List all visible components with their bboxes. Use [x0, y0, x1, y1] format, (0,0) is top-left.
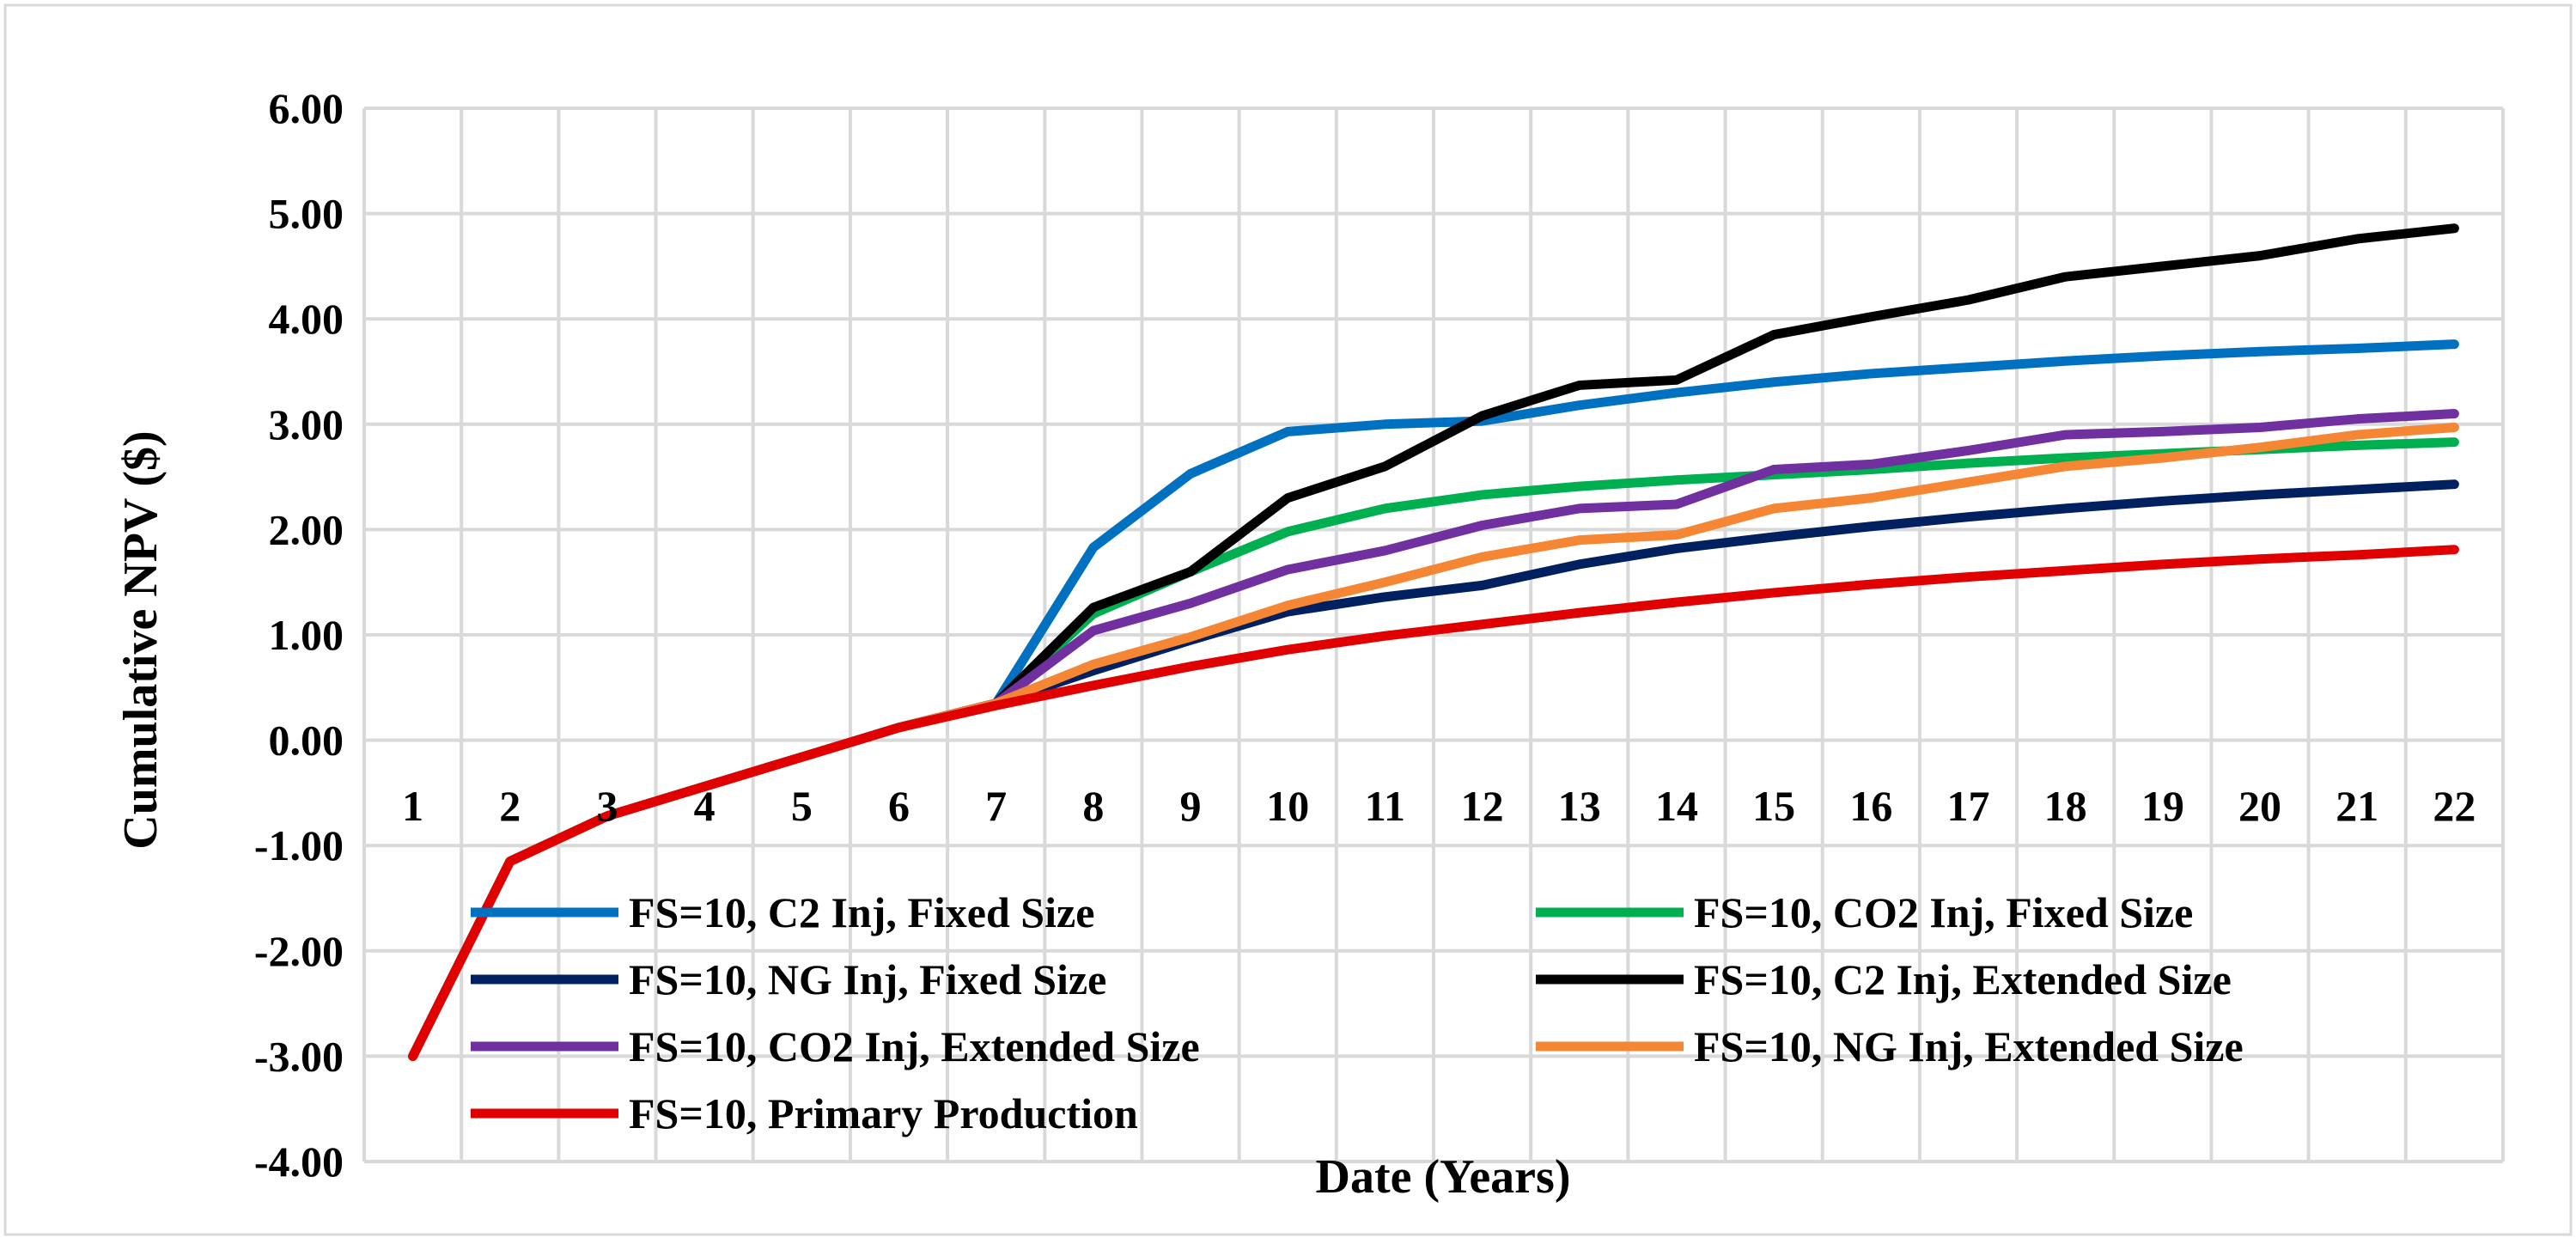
x-tick-label: 22	[2433, 782, 2476, 830]
legend-label: FS=10, Primary Production	[629, 1089, 1138, 1137]
x-axis-title: Date (Years)	[1316, 1150, 1571, 1204]
chart-border	[3, 3, 2573, 1236]
y-tick-labels: 6.00 5.00 4.00 3.00 2.00 1.00 0.00 -1.00 -2.00 -3…	[254, 84, 344, 1186]
x-tick-label: 20	[2238, 782, 2281, 830]
y-tick-label: 1.00	[269, 611, 344, 659]
series-lines	[408, 223, 2459, 1061]
x-tick-label: 10	[1266, 782, 1309, 830]
x-tick-label: 11	[1365, 782, 1405, 830]
x-tick-label: 13	[1558, 782, 1601, 830]
legend-label: FS=10, C2 Inj, Fixed Size	[629, 888, 1094, 936]
legend-label: FS=10, NG Inj, Fixed Size	[629, 955, 1106, 1003]
x-tick-label: 5	[791, 782, 813, 830]
x-tick-label: 19	[2141, 782, 2184, 830]
x-tick-label: 12	[1461, 782, 1504, 830]
y-tick-label: -1.00	[254, 821, 344, 869]
y-tick-label: -4.00	[254, 1137, 344, 1186]
x-tick-label: 1	[402, 782, 423, 830]
x-tick-label: 15	[1752, 782, 1795, 830]
legend-label: FS=10, CO2 Inj, Extended Size	[629, 1022, 1200, 1070]
x-tick-label: 9	[1180, 782, 1202, 830]
y-tick-label: -2.00	[254, 927, 344, 975]
y-tick-label: 6.00	[269, 84, 344, 132]
grid-lines	[362, 107, 2505, 1163]
y-tick-label: 3.00	[269, 400, 344, 448]
x-tick-labels: 1 2 3 4 5 6 7 8 9 10 11 12 13 14 15 16 17 18 19 20 21 22	[402, 782, 2476, 830]
x-tick-label: 16	[1849, 782, 1892, 830]
x-tick-label: 6	[888, 782, 910, 830]
x-tick-label: 17	[1947, 782, 1990, 830]
y-axis-title: Cumulative NPV ($)	[114, 430, 167, 849]
legend-label: FS=10, C2 Inj, Extended Size	[1694, 955, 2232, 1003]
x-tick-label: 18	[2044, 782, 2087, 830]
y-tick-label: 4.00	[269, 295, 344, 343]
y-tick-label: -3.00	[254, 1032, 344, 1080]
legend: FS=10, C2 Inj, Fixed Size FS=10, CO2 Inj,…	[471, 888, 2244, 1137]
y-tick-label: 2.00	[269, 505, 344, 553]
x-tick-label: 8	[1082, 782, 1104, 830]
x-tick-label: 7	[985, 782, 1007, 830]
y-tick-label: 5.00	[269, 190, 344, 238]
x-tick-label: 21	[2335, 782, 2378, 830]
legend-label: FS=10, CO2 Inj, Fixed Size	[1694, 888, 2193, 936]
y-tick-label: 0.00	[269, 717, 344, 765]
x-tick-label: 4	[694, 782, 716, 830]
x-tick-label: 14	[1655, 782, 1698, 830]
series-line	[408, 545, 2459, 1061]
legend-label: FS=10, NG Inj, Extended Size	[1694, 1022, 2244, 1070]
x-tick-label: 3	[596, 782, 618, 830]
x-tick-label: 2	[499, 782, 521, 830]
